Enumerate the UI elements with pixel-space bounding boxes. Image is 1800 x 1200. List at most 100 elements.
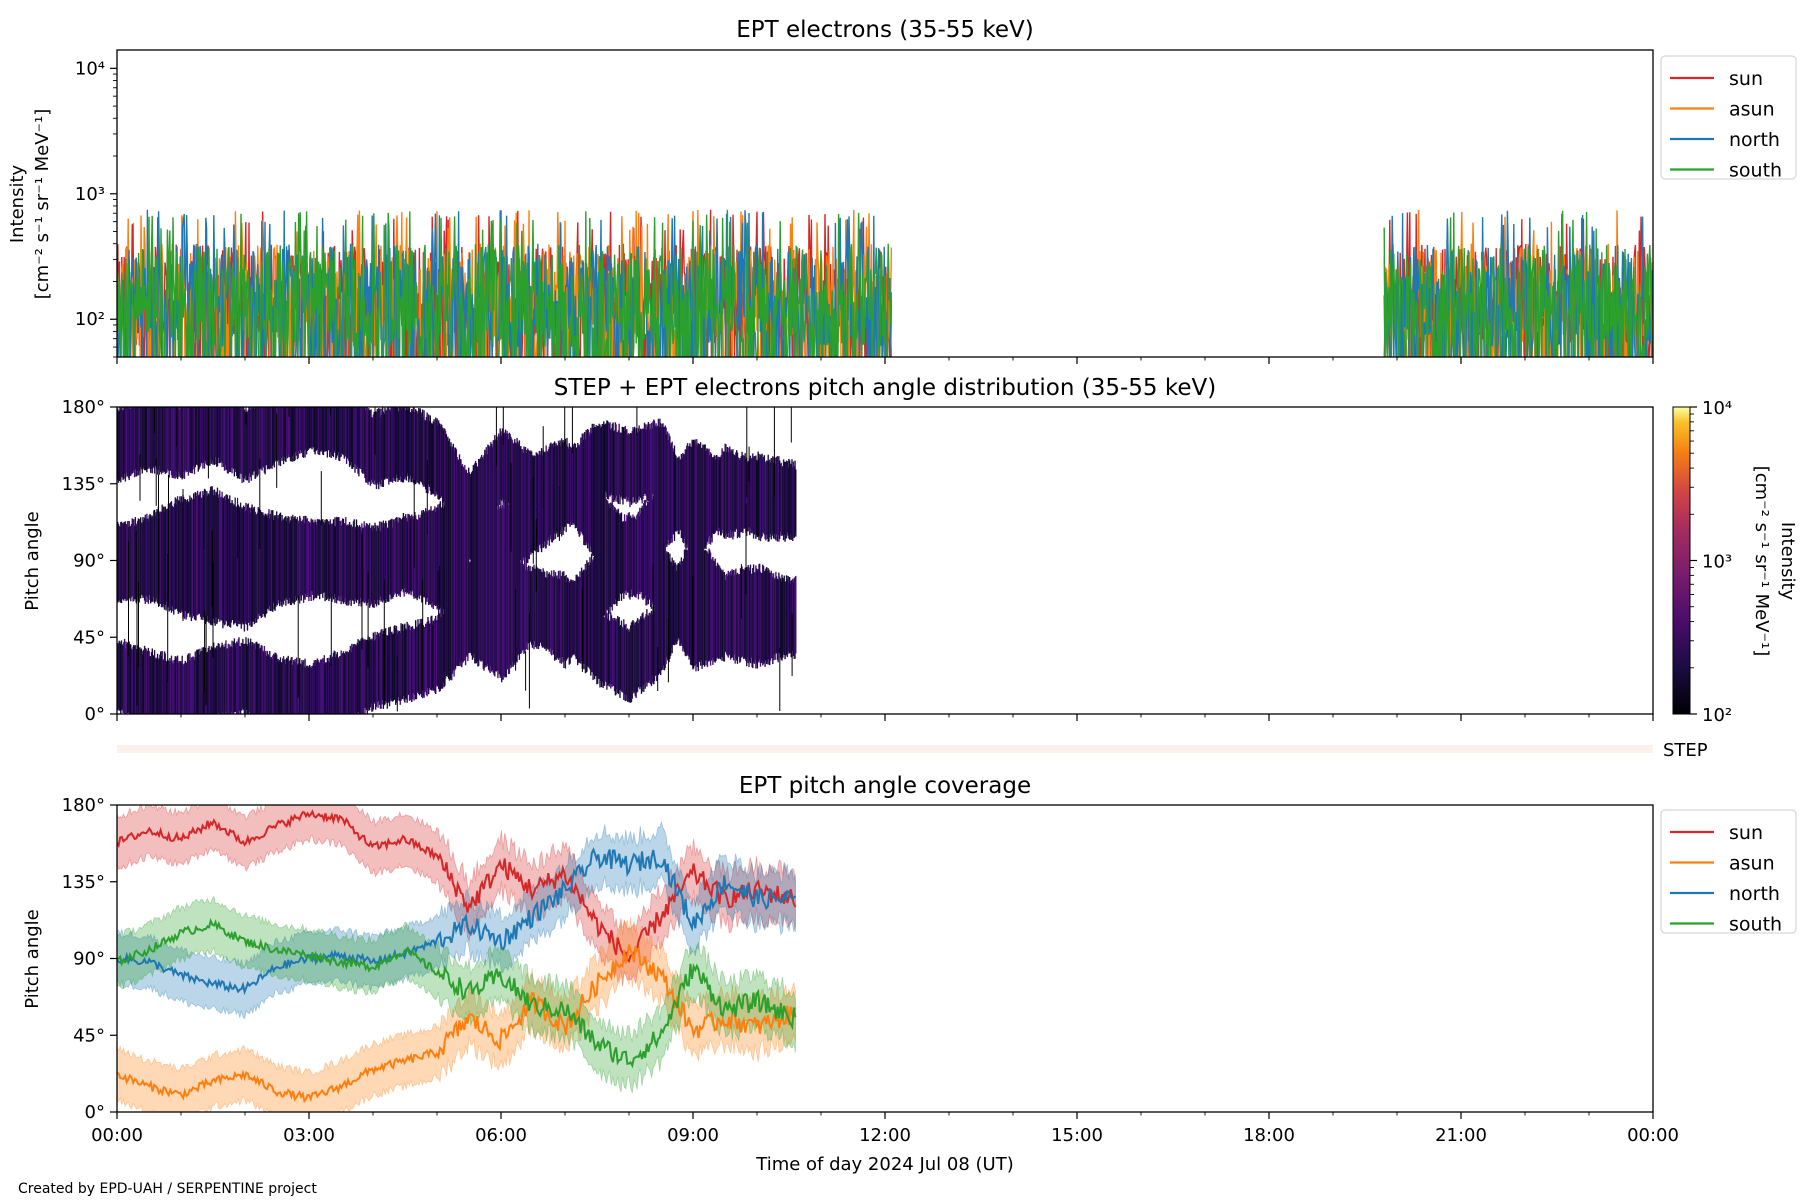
pad-column xyxy=(321,660,323,714)
pad-column xyxy=(485,447,487,667)
pad-column xyxy=(612,505,614,604)
pad-column xyxy=(349,525,352,600)
pad-column xyxy=(489,445,491,674)
pad-column xyxy=(791,459,793,540)
pad-column xyxy=(344,407,346,457)
pad-column xyxy=(405,407,408,481)
pad-column xyxy=(239,646,242,714)
pad-column xyxy=(286,659,289,714)
pad-column xyxy=(263,516,266,617)
pad-column xyxy=(679,561,681,646)
pad-column xyxy=(578,446,580,537)
pad-column xyxy=(438,420,440,500)
pad-column xyxy=(414,512,416,597)
pad-column xyxy=(546,451,548,545)
pad-column xyxy=(507,438,510,503)
pad-column xyxy=(578,577,580,664)
pad-column xyxy=(644,424,646,494)
pad-column xyxy=(439,501,441,608)
pad-column xyxy=(530,571,532,642)
pad-column xyxy=(197,495,199,615)
pad-column xyxy=(319,407,321,455)
pad-column xyxy=(203,647,205,714)
pad-column xyxy=(275,515,277,607)
pad-column xyxy=(320,522,322,594)
pad-column xyxy=(572,580,574,656)
pad-column xyxy=(335,516,338,604)
pad-column xyxy=(352,647,354,714)
pad-column xyxy=(312,522,315,601)
y-tick-label: 0° xyxy=(85,704,105,725)
pad-column xyxy=(299,663,302,714)
pad-column xyxy=(714,558,716,663)
pad-column xyxy=(435,620,438,686)
pad-column xyxy=(433,509,435,606)
pad-column xyxy=(167,407,170,471)
pad-column xyxy=(411,409,413,482)
pad-column xyxy=(654,426,656,676)
pad-column xyxy=(204,407,206,461)
pad-column xyxy=(276,407,279,462)
pad-column xyxy=(369,639,372,708)
pad-column xyxy=(398,632,400,697)
pad-column xyxy=(152,656,154,714)
pad-column xyxy=(228,407,230,469)
pad-column xyxy=(173,407,175,479)
pad-column xyxy=(782,577,784,658)
pad-column xyxy=(502,435,504,680)
pad-column xyxy=(776,578,779,660)
pad-column xyxy=(118,410,120,481)
pad-column xyxy=(190,499,192,616)
pad-column xyxy=(279,407,281,463)
pad-column xyxy=(243,407,245,483)
coverage-ylabel: Pitch angle xyxy=(22,909,43,1008)
pad-column xyxy=(125,407,127,477)
pad-column xyxy=(670,562,673,648)
pad-column xyxy=(136,525,138,603)
pad-column xyxy=(289,407,292,462)
pad-column xyxy=(707,449,709,539)
y-tick-label: 90° xyxy=(73,949,105,970)
pad-column xyxy=(759,454,762,542)
pad-column xyxy=(130,523,133,598)
pad-column xyxy=(730,575,732,659)
pad-column xyxy=(411,514,413,592)
pad-column xyxy=(190,407,193,471)
pad-column xyxy=(137,653,140,714)
intensity-ylabel-line2: [cm⁻² s⁻¹ sr⁻¹ MeV⁻¹] xyxy=(32,109,53,300)
pad-column xyxy=(696,444,699,668)
pad-column xyxy=(421,512,424,597)
pad-column xyxy=(363,407,365,474)
pad-column xyxy=(192,407,194,470)
pad-column xyxy=(206,651,209,714)
pad-column xyxy=(329,519,332,595)
pad-column xyxy=(243,505,245,625)
pad-column xyxy=(186,500,188,618)
pad-column xyxy=(348,526,350,605)
pad-column xyxy=(598,423,600,679)
pad-column xyxy=(449,446,451,679)
pad-column xyxy=(137,407,140,476)
pad-column xyxy=(403,624,405,701)
pad-column xyxy=(332,652,335,714)
pad-column xyxy=(139,647,141,714)
pad-column xyxy=(534,455,536,551)
pad-column xyxy=(615,618,617,695)
pad-column xyxy=(206,407,209,466)
pad-column xyxy=(793,578,795,659)
pad-column xyxy=(182,663,184,714)
pad-column xyxy=(233,407,236,477)
pad-column xyxy=(432,510,434,609)
pad-column xyxy=(350,407,352,462)
pad-column xyxy=(628,631,630,703)
pad-column xyxy=(422,625,425,696)
pad-column xyxy=(665,427,667,545)
pad-column xyxy=(266,655,268,714)
pad-column xyxy=(536,567,538,649)
pad-column xyxy=(448,441,450,679)
pad-column xyxy=(388,407,390,485)
pad-column xyxy=(607,422,610,500)
pad-column xyxy=(328,657,330,714)
pad-column xyxy=(749,570,751,661)
pad-column xyxy=(305,407,307,450)
